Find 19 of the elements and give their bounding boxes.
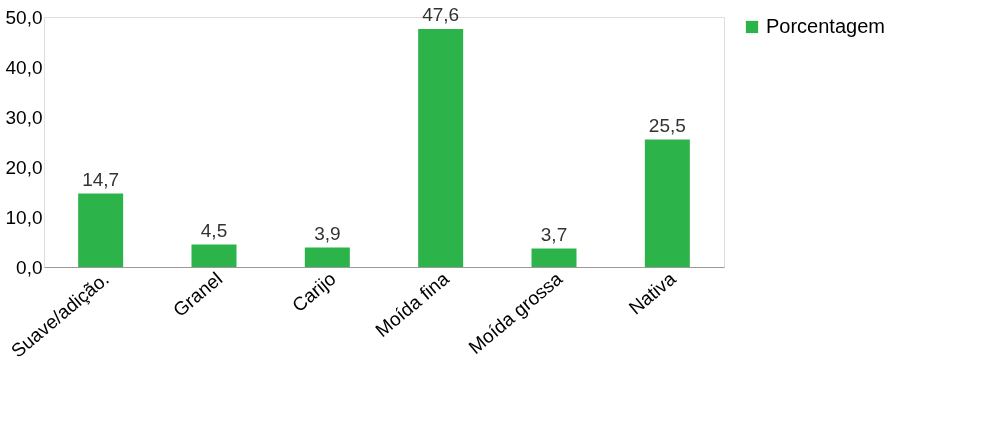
- bar: [191, 244, 237, 267]
- y-tick-label: 0,0: [16, 256, 43, 278]
- bar: [78, 193, 124, 267]
- data-label: 4,5: [200, 219, 228, 241]
- bar: [531, 248, 577, 267]
- data-label: 25,5: [648, 114, 686, 136]
- data-label: 14,7: [82, 168, 120, 190]
- bar: [418, 29, 464, 267]
- bar: [644, 139, 690, 267]
- data-label: 3,7: [540, 223, 568, 245]
- data-label: 47,6: [422, 4, 460, 25]
- legend-label: Porcentagem: [766, 15, 885, 37]
- bar: [304, 247, 350, 267]
- y-tick-label: 50,0: [5, 6, 43, 28]
- y-tick-label: 30,0: [5, 106, 43, 128]
- y-tick-label: 40,0: [5, 56, 43, 78]
- y-tick-label: 10,0: [5, 206, 43, 228]
- data-label: 3,9: [314, 222, 341, 244]
- y-tick-label: 20,0: [5, 156, 43, 178]
